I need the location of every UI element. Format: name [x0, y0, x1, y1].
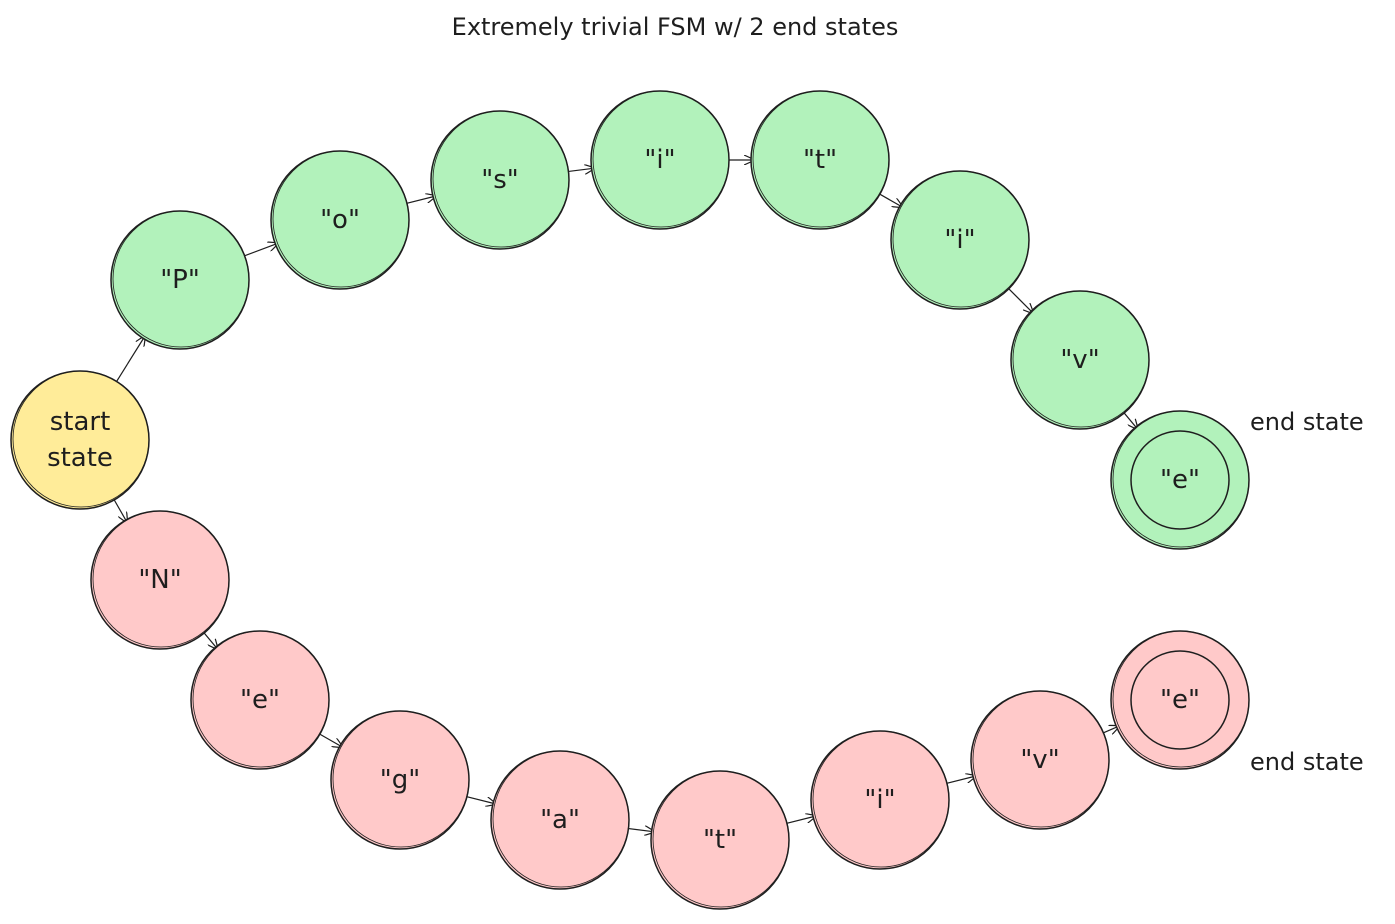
- accept-ring: [1130, 650, 1230, 750]
- state-positive-0: "P": [110, 210, 250, 350]
- state-label: start: [50, 407, 111, 437]
- state-label: "s": [481, 165, 518, 195]
- state-circle-sketch: [652, 770, 790, 908]
- accept-ring: [1130, 430, 1230, 530]
- state-negative-5: "i": [810, 730, 950, 870]
- state-label: "t": [803, 145, 837, 175]
- state-negative-3: "a": [490, 750, 630, 890]
- diagram-title: Extremely trivial FSM w/ 2 end states: [452, 13, 899, 41]
- state-positive-2: "s": [430, 110, 570, 250]
- state-label: "i": [644, 145, 675, 175]
- state-negative-2: "g": [330, 710, 470, 850]
- state-negative-6: "v": [970, 690, 1110, 830]
- state-label: "e": [1160, 685, 1200, 715]
- state-positive-3: "i": [590, 90, 730, 230]
- state-circle-sketch: [192, 630, 330, 768]
- end-state-label-positive: end state: [1250, 408, 1364, 436]
- state-label: "e": [1160, 465, 1200, 495]
- state-circle-sketch: [492, 750, 630, 888]
- state-circle-sketch: [1112, 630, 1250, 768]
- state-circle-sketch: [332, 710, 470, 848]
- state-label: "v": [1020, 745, 1059, 775]
- start-state: start state: [10, 370, 150, 510]
- state-label: "N": [138, 565, 181, 595]
- state-label: "i": [864, 785, 895, 815]
- end-state-positive: "e": [1110, 410, 1250, 550]
- state-label: "i": [944, 225, 975, 255]
- state-positive-1: "o": [270, 150, 410, 290]
- state-label: "P": [160, 265, 200, 295]
- state-negative-4: "t": [650, 770, 790, 910]
- state-circle-sketch: [1012, 290, 1150, 428]
- state-circle-sketch: [972, 690, 1110, 828]
- state-circle-sketch: [432, 110, 570, 248]
- state-negative-0: "N": [90, 510, 230, 650]
- state-circle-sketch: [752, 90, 890, 228]
- end-state-negative: "e": [1110, 630, 1250, 770]
- end-state-label-negative: end state: [1250, 748, 1364, 776]
- state-label: "g": [380, 765, 420, 795]
- state-circle-sketch: [12, 370, 150, 508]
- state-label: "e": [240, 685, 280, 715]
- state-circle-sketch: [112, 210, 250, 348]
- state-circle-sketch: [272, 150, 410, 288]
- state-label: "v": [1060, 345, 1099, 375]
- state-label: state: [47, 443, 113, 473]
- state-positive-5: "i": [890, 170, 1030, 310]
- state-positive-6: "v": [1010, 290, 1150, 430]
- state-circle-sketch: [592, 90, 730, 228]
- state-circle-sketch: [892, 170, 1030, 308]
- state-label: "a": [540, 805, 580, 835]
- state-positive-4: "t": [750, 90, 890, 230]
- state-circle-sketch: [92, 510, 230, 648]
- state-circle-sketch: [812, 730, 950, 868]
- state-label: "o": [320, 205, 360, 235]
- state-circle-sketch: [1112, 410, 1250, 548]
- state-negative-1: "e": [190, 630, 330, 770]
- state-label: "t": [703, 825, 737, 855]
